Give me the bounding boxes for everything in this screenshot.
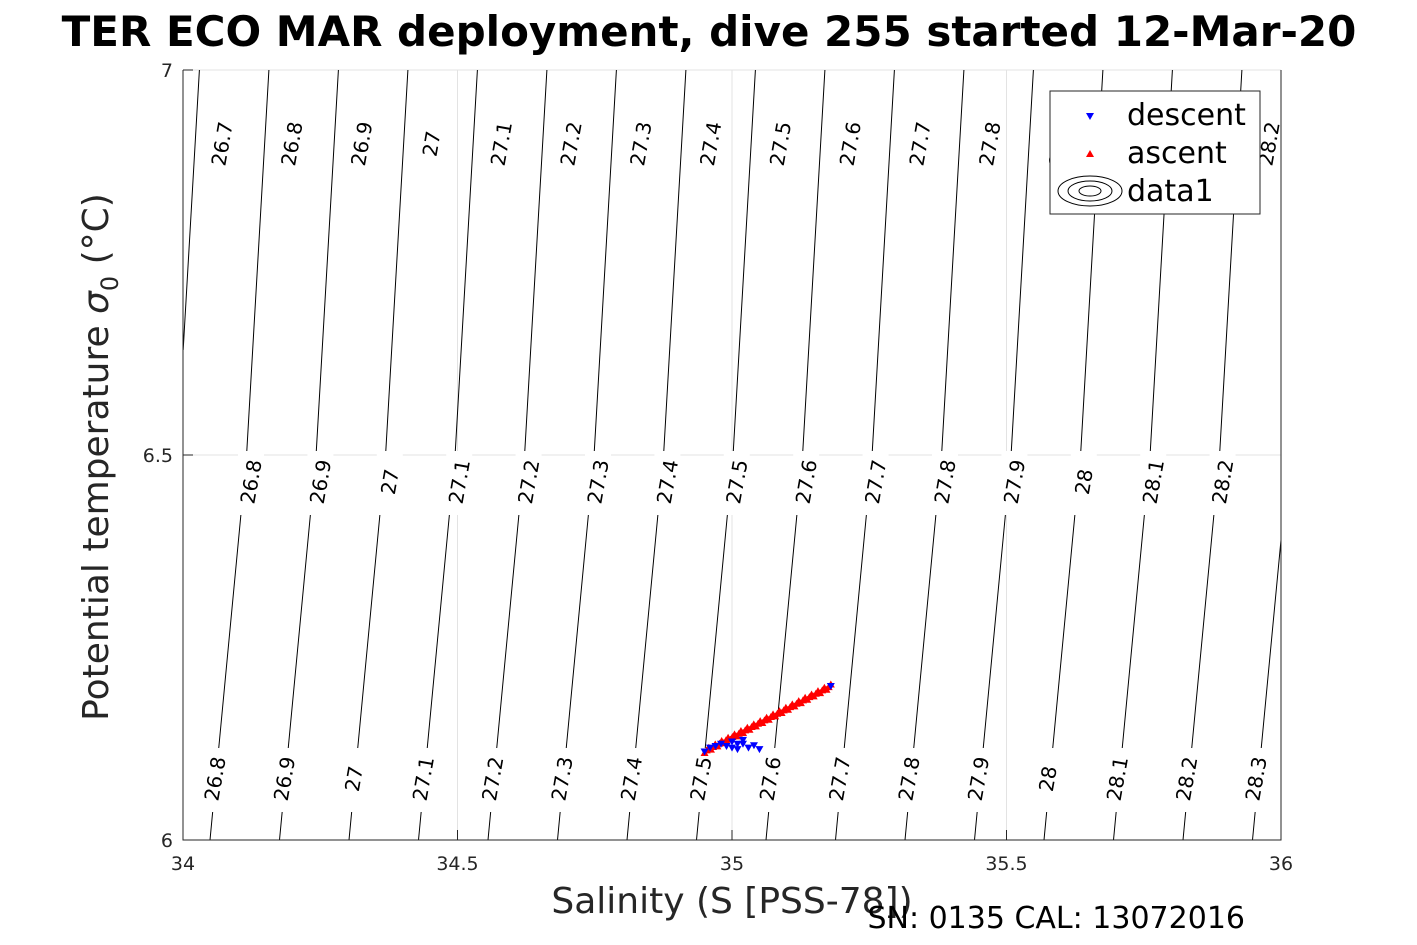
contour-labels: 26.7 26.8 26.9 27 27.1 27.2 27.3 27.4 27.5 27.6 27… bbox=[199, 113, 1285, 812]
y-axis-label-unit: (°C) bbox=[76, 193, 117, 276]
contour-label: 27 bbox=[340, 764, 368, 793]
legend-descent-marker bbox=[1086, 113, 1094, 120]
contour-label-bg bbox=[932, 451, 958, 515]
descent-point bbox=[711, 743, 720, 751]
contour-label-bg bbox=[278, 113, 305, 177]
descent-point bbox=[738, 740, 747, 748]
chart-title: TER ECO MAR deployment, dive 255 started… bbox=[62, 7, 1357, 56]
contour-label-bg bbox=[618, 748, 645, 812]
legend: descent ascent data1 bbox=[1049, 90, 1261, 215]
descent-point bbox=[755, 746, 764, 754]
contour-label-bg bbox=[1140, 451, 1167, 515]
y-axis-label: Potential temperature σ0 (°C) bbox=[76, 193, 124, 721]
y-axis-label-sigma: σ bbox=[76, 290, 117, 314]
contour-label-bg bbox=[238, 451, 264, 515]
contour-label-bg bbox=[627, 113, 654, 177]
contour-label-bg bbox=[410, 748, 437, 812]
contour-label-bg bbox=[376, 451, 403, 515]
y-axis-ticks: 66.57 bbox=[143, 60, 193, 852]
x-axis-label: Salinity (S [PSS-78]) bbox=[551, 881, 912, 922]
legend-ascent-label: ascent bbox=[1127, 136, 1227, 171]
contour-label-bg bbox=[757, 748, 784, 812]
contour-label-bg bbox=[697, 113, 724, 177]
contour-label-bg bbox=[793, 451, 820, 515]
contour-label-bg bbox=[1001, 451, 1028, 515]
contour-label: 28 bbox=[1034, 764, 1062, 793]
contour-label-bg bbox=[767, 113, 794, 177]
legend-ascent-marker bbox=[1086, 150, 1094, 157]
descent-point bbox=[744, 744, 753, 752]
x-axis-ticks: 34 34.5 35 35.5 36 bbox=[171, 830, 1293, 875]
descent-point bbox=[717, 740, 726, 748]
contour-label-bg bbox=[271, 748, 298, 812]
contour-label-bg bbox=[348, 113, 375, 177]
contour-label-bg bbox=[1209, 451, 1236, 515]
y-axis-label-sub: 0 bbox=[96, 276, 124, 291]
contour-label-bg bbox=[446, 451, 473, 515]
contour-label-bg bbox=[826, 748, 853, 812]
contour-label-bg bbox=[209, 113, 235, 177]
legend-descent-label: descent bbox=[1127, 98, 1246, 133]
y-tick-label: 7 bbox=[161, 60, 173, 82]
legend-box bbox=[1049, 90, 1261, 215]
contour-label-bg bbox=[558, 113, 584, 177]
contour-label-bg bbox=[307, 451, 334, 515]
contour-label-bg bbox=[515, 451, 542, 515]
contour-label: 27 bbox=[376, 467, 404, 496]
y-axis-label-main: Potential temperature bbox=[76, 314, 117, 721]
x-tick-label: 34.5 bbox=[436, 853, 478, 875]
serial-calibration-footer: SN: 0135 CAL: 13072016 bbox=[867, 901, 1245, 936]
contour-label-bg bbox=[687, 748, 714, 812]
x-tick-label: 34 bbox=[171, 853, 195, 875]
descent-point bbox=[733, 740, 742, 748]
contour-label-bg bbox=[896, 748, 922, 812]
y-tick-label: 6 bbox=[161, 830, 173, 852]
contour-label-bg bbox=[1070, 451, 1097, 515]
contour-label-bg bbox=[723, 451, 750, 515]
contour-label-bg bbox=[202, 748, 228, 812]
x-tick-label: 35.5 bbox=[985, 853, 1027, 875]
contour-label-bg bbox=[418, 113, 445, 177]
contour-label-bg bbox=[654, 451, 681, 515]
y-tick-label: 6.5 bbox=[143, 445, 173, 467]
contour-label-bg bbox=[1173, 748, 1200, 812]
contour-label-bg bbox=[488, 113, 515, 177]
descent-point bbox=[749, 742, 758, 750]
contour-label-bg bbox=[976, 113, 1003, 177]
contour-label-bg bbox=[479, 748, 506, 812]
contour-label-bg bbox=[585, 451, 611, 515]
contour-label-bg bbox=[549, 748, 575, 812]
descent-point bbox=[738, 736, 747, 744]
descent-point bbox=[826, 683, 835, 690]
x-tick-label: 36 bbox=[1269, 853, 1293, 875]
contour-label-bg bbox=[1034, 748, 1061, 812]
contour-label-bg bbox=[907, 113, 933, 177]
legend-data1-label: data1 bbox=[1127, 174, 1214, 209]
contour-label: 27 bbox=[417, 129, 445, 158]
contour-label-bg bbox=[862, 451, 889, 515]
contour-label: 28 bbox=[1070, 467, 1098, 496]
series-descent bbox=[700, 683, 835, 756]
contour-label-bg bbox=[1104, 748, 1131, 812]
contour-label-bg bbox=[837, 113, 864, 177]
density-contour-line bbox=[182, 69, 200, 351]
descent-point bbox=[728, 738, 736, 746]
descent-point bbox=[700, 748, 709, 756]
contour-label-bg bbox=[965, 748, 992, 812]
descent-point bbox=[706, 744, 715, 752]
contour-label-bg bbox=[340, 748, 367, 812]
x-tick-label: 35 bbox=[720, 853, 744, 875]
descent-point bbox=[733, 746, 742, 754]
contour-label-bg bbox=[1243, 748, 1269, 812]
legend-contour-icon bbox=[1057, 175, 1123, 207]
